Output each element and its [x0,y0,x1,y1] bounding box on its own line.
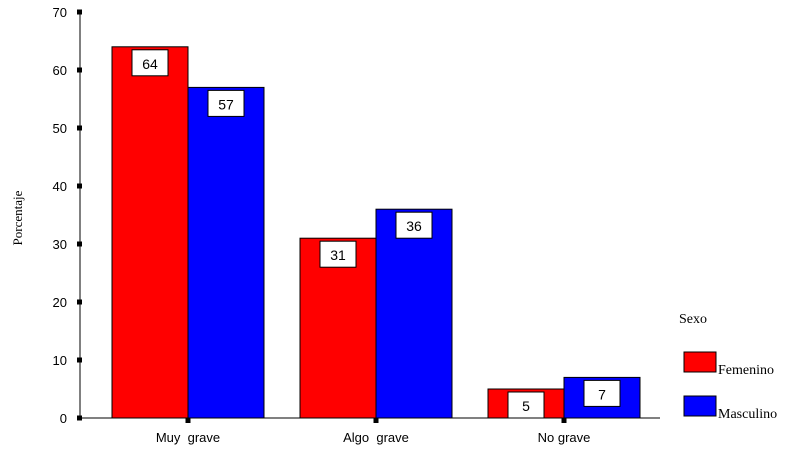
data-label: 57 [218,96,234,112]
bar-femenino-1 [111,46,189,419]
y-tick-label: 20 [53,295,67,310]
data-label-box [395,211,433,239]
y-tick-mark [77,125,82,131]
data-label: 5 [522,398,530,414]
y-tick-mark [77,357,82,363]
bar-masculino-2 [375,208,453,419]
y-tick-label: 10 [53,353,67,368]
y-axis: 0 10 20 30 40 50 60 70 [53,5,82,426]
y-axis-title: Porcentaje [10,190,25,245]
y-tick-mark [77,67,82,73]
data-label: 31 [330,247,346,263]
x-tick-label: Muy grave [156,430,220,445]
x-axis: Muy grave Algo grave No grave [80,417,660,445]
data-label-box [319,240,357,268]
y-tick-label: 30 [53,237,67,252]
data-label-box [507,391,545,419]
data-labels: 64 31 5 57 36 7 [131,49,621,419]
y-tick-label: 40 [53,179,67,194]
y-tick-mark [77,241,82,247]
x-tick-mark [561,417,567,423]
y-tick-mark [77,9,82,15]
data-label-box [207,89,245,117]
bar-masculino-1 [187,86,265,419]
y-tick-label: 60 [53,63,67,78]
y-tick-mark [77,415,82,421]
data-label-box [583,379,621,407]
data-label: 7 [598,386,606,402]
data-label: 64 [142,56,158,72]
y-tick-mark [77,183,82,189]
y-tick-label: 70 [53,5,67,20]
legend-title: Sexo [679,312,707,327]
legend-label-masculino: Masculino [718,407,777,422]
x-tick-mark [373,417,379,423]
legend-swatch-femenino [683,351,717,373]
x-tick-label: No grave [538,430,591,445]
legend-swatch-masculino [683,395,717,417]
bar-femenino-2 [299,237,377,419]
data-label-box [131,49,169,77]
legend-label-femenino: Femenino [718,363,774,378]
bars [111,46,641,419]
y-tick-mark [77,299,82,305]
x-tick-label: Algo grave [343,430,409,445]
y-tick-label: 50 [53,121,67,136]
legend: Sexo Femenino Masculino [679,312,777,422]
data-label: 36 [406,218,422,234]
y-tick-label: 0 [60,411,67,426]
x-tick-mark [185,417,191,423]
